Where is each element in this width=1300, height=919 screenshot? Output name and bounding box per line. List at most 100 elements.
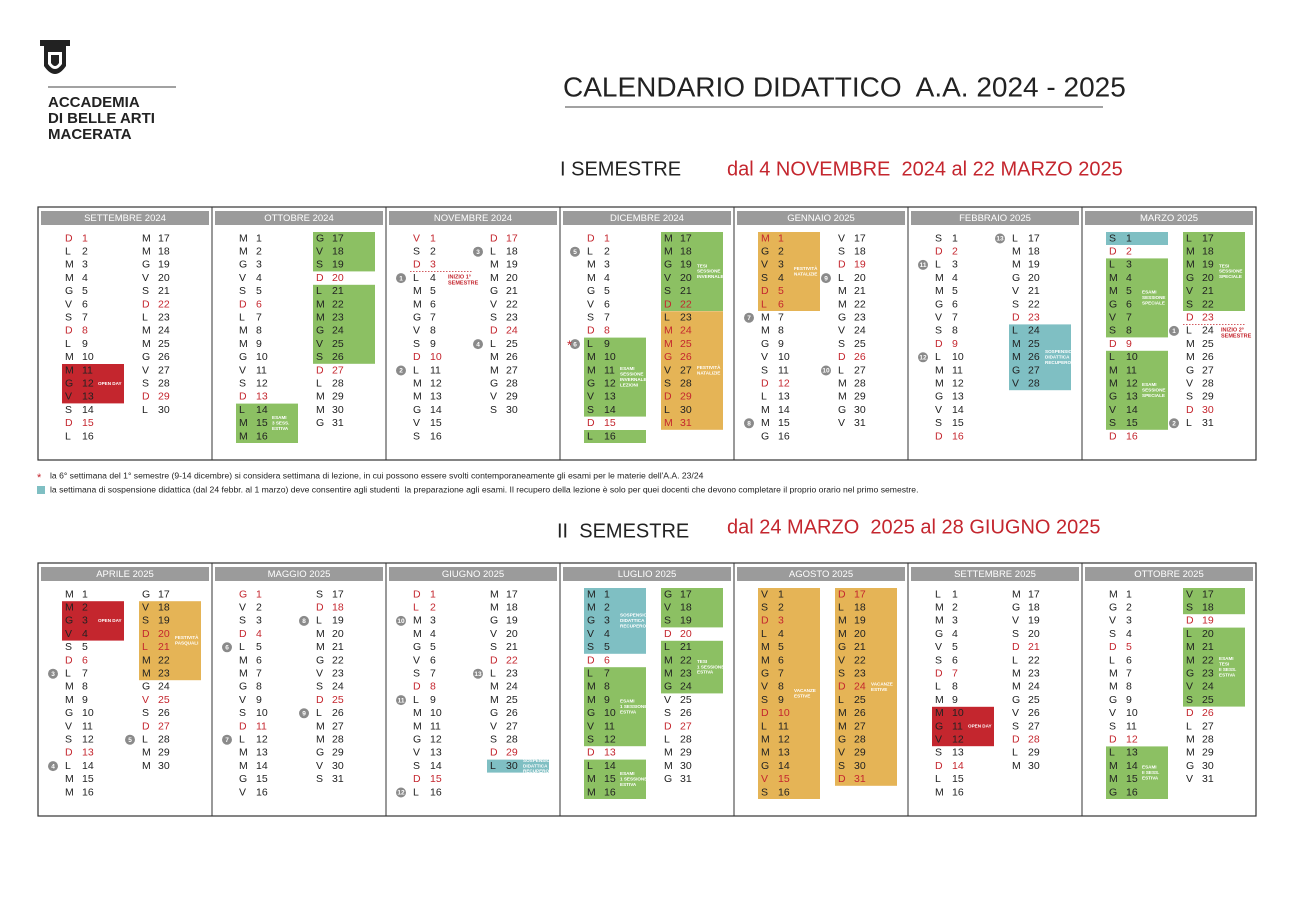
day-number: 3	[82, 615, 88, 627]
day-number: 30	[332, 760, 344, 772]
period-block	[1183, 627, 1245, 707]
month-name: SETTEMBRE 2024	[84, 213, 166, 224]
day-number: 26	[854, 351, 866, 363]
day-letter: S	[1012, 628, 1019, 640]
day-number: 6	[256, 298, 262, 310]
day-number: 15	[430, 773, 442, 785]
day-number: 16	[430, 430, 442, 442]
day-letter: G	[587, 615, 595, 627]
week-badge	[918, 352, 928, 363]
day-number: 7	[952, 311, 958, 323]
week-badge	[1169, 325, 1179, 336]
week-number: 4	[476, 341, 480, 348]
day-number: 30	[506, 760, 518, 772]
day-letter: V	[316, 338, 323, 350]
period-block	[1106, 232, 1168, 245]
day-letter: M	[142, 245, 151, 257]
day-letter: M	[761, 325, 770, 337]
day-letter: M	[490, 351, 499, 363]
day-letter: G	[1012, 272, 1020, 284]
day-number: 10	[604, 351, 616, 363]
day-number: 10	[82, 707, 94, 719]
day-number: 27	[854, 364, 866, 376]
day-letter: D	[838, 773, 846, 785]
day-number: 10	[1126, 707, 1138, 719]
day-number: 16	[82, 430, 94, 442]
day-letter: V	[761, 681, 768, 693]
day-number: 26	[854, 707, 866, 719]
month-header	[389, 211, 557, 225]
day-letter: M	[316, 720, 325, 732]
day-number: 7	[430, 667, 436, 679]
day-number: 3	[430, 259, 436, 271]
day-letter: M	[761, 232, 770, 244]
day-letter: L	[1109, 259, 1115, 271]
day-letter: V	[490, 298, 497, 310]
day-letter: M	[1109, 667, 1118, 679]
period-block	[139, 601, 201, 681]
day-number: 21	[680, 285, 692, 297]
day-letter: G	[935, 628, 943, 640]
day-letter: D	[490, 747, 498, 759]
day-number: 28	[506, 377, 518, 389]
month-header	[911, 567, 1079, 581]
day-letter: L	[1186, 720, 1192, 732]
day-letter: S	[239, 707, 246, 719]
day-letter: G	[142, 681, 150, 693]
day-number: 21	[854, 285, 866, 297]
day-number: 15	[952, 773, 964, 785]
day-number: 1	[778, 588, 784, 600]
block-label: NATALIZIE	[794, 271, 817, 276]
day-letter: D	[413, 681, 421, 693]
day-letter: S	[1109, 232, 1116, 244]
day-number: 14	[604, 404, 616, 416]
day-number: 7	[82, 311, 88, 323]
block-label: NATALIZIE	[697, 370, 720, 375]
day-number: 4	[82, 272, 88, 284]
day-letter: M	[490, 694, 499, 706]
block-label: VACANZE	[871, 681, 893, 686]
week-badge	[473, 339, 483, 350]
day-number: 9	[256, 694, 262, 706]
day-letter: G	[142, 588, 150, 600]
day-number: 21	[506, 641, 518, 653]
day-letter: L	[142, 641, 148, 653]
day-letter: M	[838, 377, 847, 389]
day-number: 27	[1202, 720, 1214, 732]
day-number: 9	[778, 694, 784, 706]
day-letter: G	[239, 681, 247, 693]
day-number: 28	[158, 733, 170, 745]
day-letter: M	[935, 707, 944, 719]
block-label: TESI	[1219, 263, 1229, 268]
day-letter: S	[664, 377, 671, 389]
day-letter: M	[587, 773, 596, 785]
day-letter: D	[1109, 338, 1117, 350]
week-badge	[570, 246, 580, 257]
day-letter: G	[1012, 694, 1020, 706]
day-number: 26	[506, 707, 518, 719]
day-letter: L	[1186, 628, 1192, 640]
day-number: 5	[430, 641, 436, 653]
day-number: 21	[1028, 641, 1040, 653]
day-number: 22	[854, 298, 866, 310]
week-badge	[396, 615, 406, 626]
day-letter: S	[413, 338, 420, 350]
day-letter: M	[413, 707, 422, 719]
day-number: 24	[506, 325, 518, 337]
week-number: 3	[51, 671, 55, 678]
day-letter: D	[490, 232, 498, 244]
day-number: 19	[1028, 615, 1040, 627]
day-number: 26	[158, 351, 170, 363]
day-letter: V	[587, 628, 594, 640]
day-letter: M	[838, 298, 847, 310]
day-number: 2	[952, 601, 958, 613]
day-number: 7	[952, 667, 958, 679]
day-letter: D	[65, 747, 73, 759]
day-letter: M	[1012, 681, 1021, 693]
day-number: 8	[952, 681, 958, 693]
day-number: 12	[430, 733, 442, 745]
day-letter: L	[664, 311, 670, 323]
day-letter: D	[587, 417, 595, 429]
day-letter: L	[587, 667, 593, 679]
period-block	[835, 588, 897, 786]
